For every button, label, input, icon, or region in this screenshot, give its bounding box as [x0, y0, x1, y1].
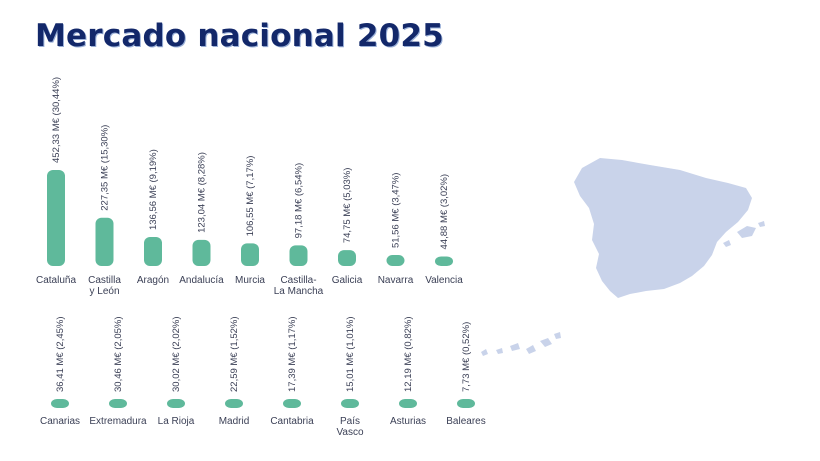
- category-label: Madrid: [219, 416, 250, 427]
- chart-row-2: 36,41 M€ (2,45%) Canarias 30,46 M€ (2,05%)…: [40, 316, 486, 438]
- category-label: Castilla-La Mancha: [274, 275, 324, 297]
- bar-murcia: [241, 243, 259, 266]
- data-label: 22,59 M€ (1,52%): [229, 316, 240, 392]
- data-label: 30,02 M€ (2,02%): [171, 316, 182, 392]
- category-label: Asturias: [390, 416, 426, 427]
- bar-castilla-y-león: [95, 217, 114, 266]
- data-label: 12,19 M€ (0,82%): [403, 316, 414, 392]
- category-label: Cantabria: [270, 416, 314, 427]
- category-label: Canarias: [40, 416, 80, 427]
- bar-andalucía: [192, 239, 211, 266]
- data-label: 17,39 M€ (1,17%): [287, 316, 298, 392]
- map-mainland: [574, 158, 752, 298]
- data-label: 51,56 M€ (3,47%): [391, 173, 402, 249]
- data-label: 74,75 M€ (5,03%): [342, 168, 353, 244]
- bar-extremadura: [109, 399, 127, 408]
- category-label: Aragón: [137, 275, 169, 286]
- data-label: 452,33 M€ (30,44%): [51, 77, 62, 163]
- category-label: Extremadura: [89, 416, 147, 427]
- bar-canarias: [51, 399, 69, 408]
- data-label: 123,04 M€ (8,28%): [197, 152, 208, 233]
- data-label: 30,46 M€ (2,05%): [113, 316, 124, 392]
- spain-map-icon: [481, 158, 765, 356]
- data-label: 36,41 M€ (2,45%): [55, 316, 66, 392]
- category-label: Castilla y León: [88, 275, 121, 297]
- category-label: La Rioja: [158, 416, 195, 427]
- bar-aragón: [144, 237, 162, 266]
- bar-castilla-la-mancha: [289, 245, 308, 266]
- data-label: 15,01 M€ (1,01%): [345, 316, 356, 392]
- bar-cantabria: [283, 399, 301, 408]
- bar-galicia: [338, 250, 356, 266]
- data-label: 97,18 M€ (6,54%): [294, 163, 305, 239]
- map-balearic-islands: [723, 221, 765, 247]
- category-label: Navarra: [378, 275, 414, 286]
- data-label: 136,56 M€ (9,19%): [148, 149, 159, 230]
- chart-row-1: 452,33 M€ (30,44%) Cataluña 227,35 M€ (15,…: [36, 77, 463, 297]
- data-label: 227,35 M€ (15,30%): [100, 125, 111, 211]
- category-label: Baleares: [446, 416, 485, 427]
- bar-navarra: [386, 255, 405, 266]
- category-label: Cataluña: [36, 275, 76, 286]
- bar-baleares: [457, 399, 475, 408]
- category-label: País Vasco: [336, 416, 363, 438]
- category-label: Andalucía: [179, 275, 224, 286]
- bar-país-vasco: [341, 399, 359, 408]
- bar-cataluña: [47, 170, 65, 266]
- bar-la-rioja: [167, 399, 185, 408]
- data-label: 7,73 M€ (0,52%): [461, 322, 472, 392]
- category-label: Valencia: [425, 275, 463, 286]
- bar-asturias: [399, 399, 417, 408]
- bar-valencia: [435, 256, 453, 266]
- bar-madrid: [225, 399, 243, 408]
- category-label: Galicia: [332, 275, 363, 286]
- data-label: 106,55 M€ (7,17%): [245, 156, 256, 237]
- category-label: Murcia: [235, 275, 265, 286]
- data-label: 44,88 M€ (3,02%): [439, 174, 450, 250]
- page-title: Mercado nacional 2025: [35, 18, 444, 54]
- map-canary-islands: [481, 332, 561, 356]
